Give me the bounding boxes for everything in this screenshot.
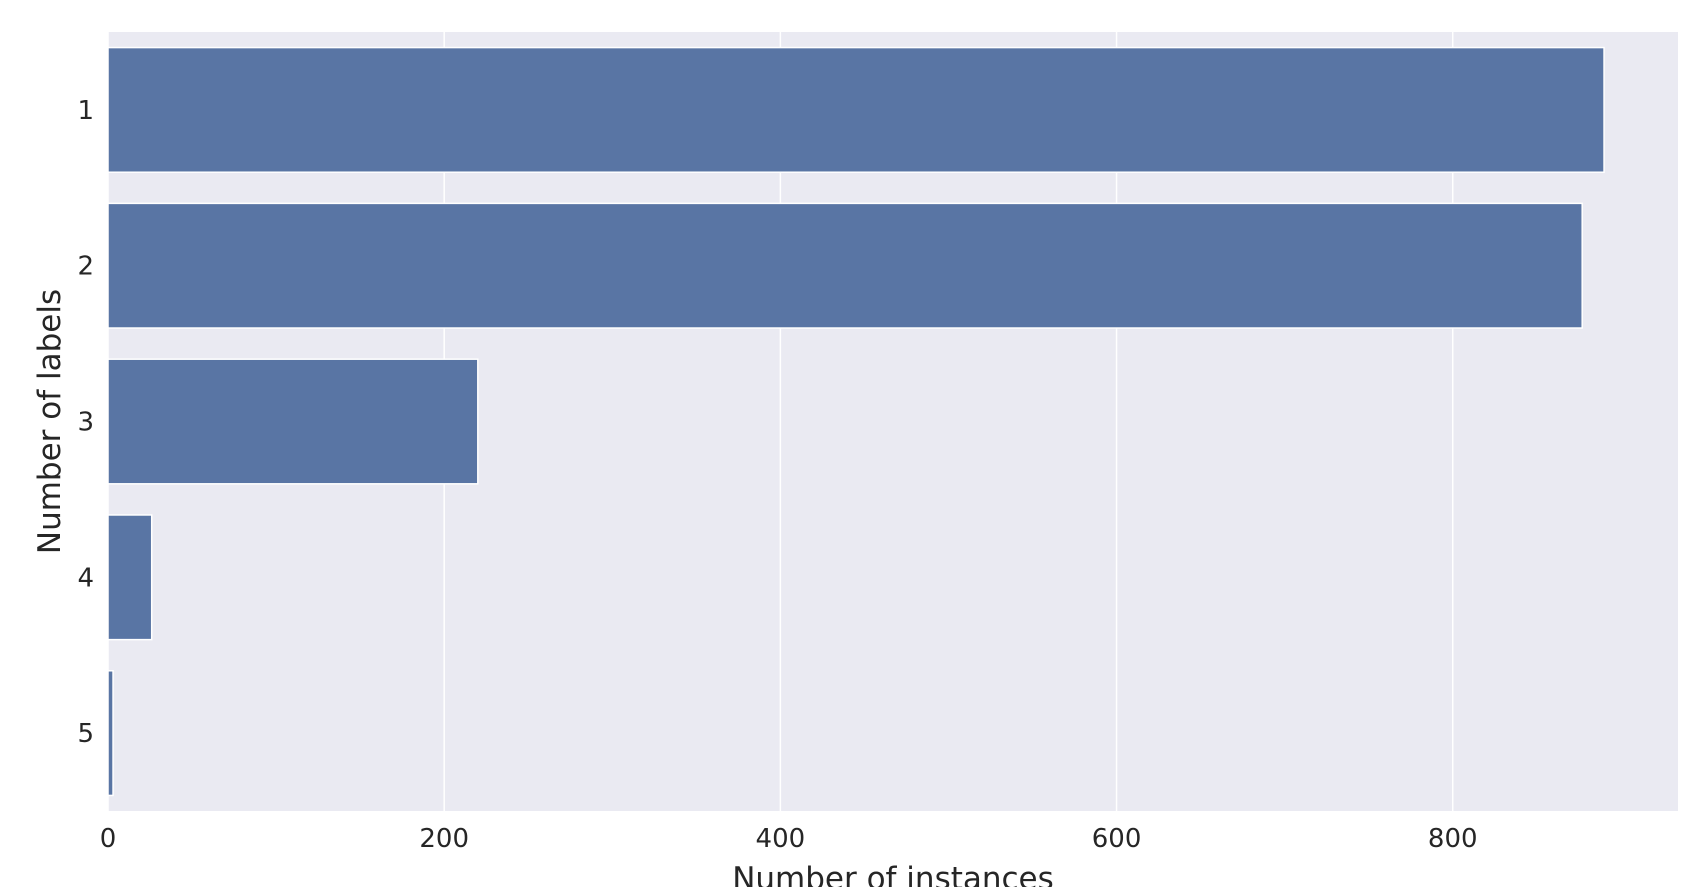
x-tick-labels: 0 200 400 600 800 (100, 824, 1478, 854)
x-tick-label: 0 (100, 824, 117, 854)
y-axis-label: Number of labels (32, 289, 68, 554)
y-tick-label: 5 (77, 719, 94, 749)
y-tick-label: 1 (77, 96, 94, 126)
x-tick-label: 200 (419, 824, 469, 854)
bar-4 (107, 514, 153, 641)
x-tick-label: 600 (1092, 824, 1142, 854)
bar-3 (107, 358, 479, 485)
bar-5 (107, 670, 114, 797)
y-tick-label: 2 (77, 252, 94, 282)
x-tick-label: 400 (756, 824, 806, 854)
x-tick-label: 800 (1428, 824, 1478, 854)
bar-2 (107, 202, 1583, 329)
y-tick-label: 3 (77, 408, 94, 438)
bars (107, 46, 1605, 797)
x-axis-label: Number of instances (732, 861, 1054, 887)
y-tick-labels: 1 2 3 4 5 (77, 96, 94, 749)
bar-1 (107, 46, 1605, 173)
y-tick-label: 4 (77, 563, 94, 593)
